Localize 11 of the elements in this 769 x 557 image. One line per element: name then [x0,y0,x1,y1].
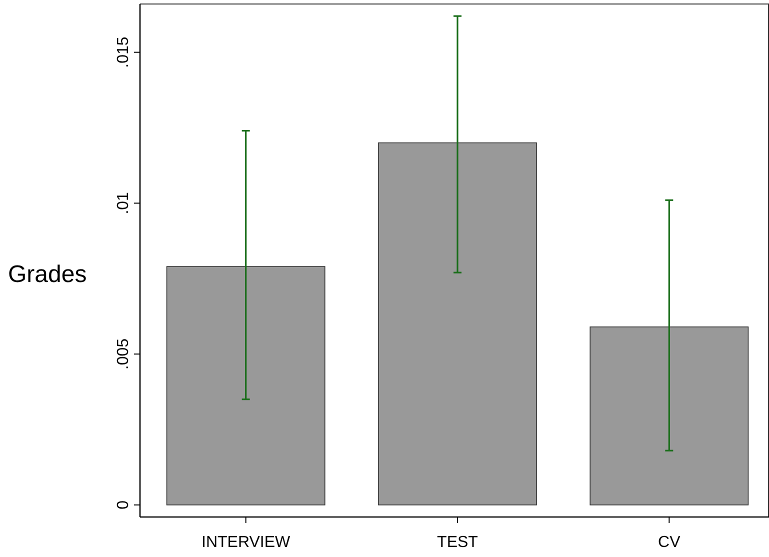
x-tick-label: CV [658,534,681,551]
y-tick-label: .01 [115,192,132,214]
x-tick-label: INTERVIEW [202,534,292,551]
y-axis-title: Grades [8,261,87,288]
bar [166,266,326,506]
bar [378,142,537,506]
bar [590,326,749,506]
y-tick-label: 0 [115,500,132,510]
y-tick-label: .005 [115,338,132,370]
x-tick-label: TEST [437,534,478,551]
y-tick-label: .015 [115,36,132,68]
